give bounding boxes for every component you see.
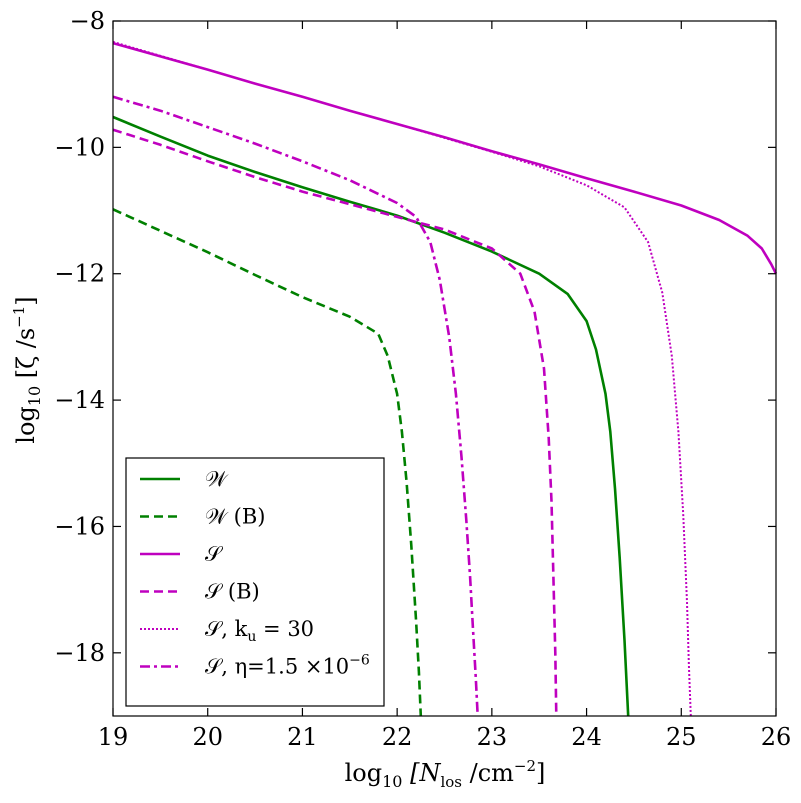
y-tick-label: −8	[70, 7, 105, 35]
legend-label-3: 𝒮	[205, 542, 224, 566]
x-tick-label: 24	[571, 723, 602, 751]
legend-label-5: 𝒮, ku = 30	[205, 617, 314, 645]
series-line-1	[112, 115, 630, 717]
plot-frame	[112, 20, 777, 717]
legend-items: 𝒲 𝒲 (B) 𝒮 𝒮 (B) 𝒮, ku = 30 𝒮, η=1.5 ×10−6	[140, 467, 370, 679]
x-tick-label: 21	[287, 723, 318, 751]
tick-layer	[112, 20, 777, 716]
legend-box	[125, 457, 385, 707]
tick-label-layer: 19 20 21 22 23 24 25 26 −18 −16 −14 −12 −10 −8	[54, 7, 791, 751]
legend-label-2: 𝒲 (B)	[205, 505, 266, 529]
series-line-6	[112, 95, 479, 717]
x-tick-label: 25	[666, 723, 697, 751]
y-tick-label: −16	[54, 512, 105, 540]
legend-label-1: 𝒲	[205, 467, 229, 491]
series-layer	[112, 40, 778, 717]
series-line-3	[112, 41, 778, 275]
y-tick-label: −10	[54, 133, 105, 161]
y-tick-label: −14	[54, 386, 105, 414]
legend: 𝒲 𝒲 (B) 𝒮 𝒮 (B) 𝒮, ku = 30 𝒮, η=1.5 ×10−6	[125, 457, 385, 707]
legend-label-6: 𝒮, η=1.5 ×10−6	[205, 653, 370, 679]
y-axis-label: log10 [ζ /s−1]	[10, 296, 44, 443]
x-tick-label: 23	[477, 723, 508, 751]
x-tick-label: 19	[98, 723, 129, 751]
y-tick-label: −12	[54, 260, 105, 288]
x-tick-label: 22	[382, 723, 413, 751]
y-tick-label: −18	[54, 639, 105, 667]
x-axis-label: log10 [Nlos /cm−2]	[345, 757, 546, 791]
x-tick-label: 26	[761, 723, 792, 751]
legend-label-4: 𝒮 (B)	[205, 580, 260, 604]
x-tick-label: 20	[192, 723, 223, 751]
series-line-4	[112, 128, 558, 717]
